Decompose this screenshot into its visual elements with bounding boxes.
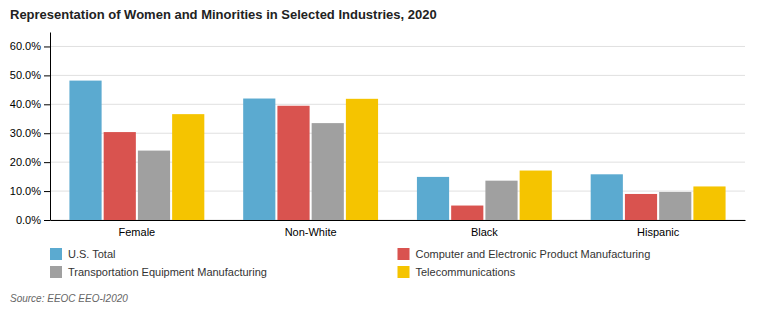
tick: 50.0% [10, 69, 50, 81]
legend-swatch [50, 248, 62, 260]
bar [451, 206, 483, 220]
grid-line [50, 75, 745, 76]
tick-label: 0.0% [16, 214, 41, 226]
tick-label: 40.0% [10, 98, 41, 110]
tick-mark [44, 162, 50, 163]
bar [172, 114, 204, 220]
bar-series [104, 106, 657, 220]
bar [138, 151, 170, 220]
tick-label: 60.0% [10, 40, 41, 52]
tick: Female [119, 226, 156, 238]
legend-swatch [398, 248, 410, 260]
tick-mark [44, 191, 50, 192]
bar [591, 174, 623, 220]
tick-label: 20.0% [10, 156, 41, 168]
tick: Non-White [285, 226, 337, 238]
tick: 60.0% [10, 40, 50, 52]
tick: 0.0% [16, 214, 50, 226]
tick-label: Non-White [285, 226, 337, 238]
bar-series [69, 81, 622, 220]
tick: 10.0% [10, 185, 50, 197]
tick-mark [44, 133, 50, 134]
tick-label: 10.0% [10, 185, 41, 197]
legend-swatch [50, 266, 62, 278]
bar [277, 106, 309, 220]
tick-mark [44, 46, 50, 47]
tick-label: Female [119, 226, 156, 238]
tick: 20.0% [10, 156, 50, 168]
legend: U.S. Total Computer and Electronic Produc… [50, 248, 650, 278]
tick-mark [44, 75, 50, 76]
bar [693, 186, 725, 220]
x-axis: Female Non-White Black Hispanic [51, 221, 746, 238]
bar [104, 132, 136, 220]
bar [69, 81, 101, 220]
grid [50, 46, 745, 220]
bar [417, 177, 449, 220]
title: Representation of Women and Minorities i… [10, 7, 437, 22]
tick: Hispanic [637, 226, 680, 238]
tick: 30.0% [10, 127, 50, 139]
legend-label: Telecommunications [416, 266, 516, 278]
legend-label: U.S. Total [68, 248, 116, 260]
legend-item: Telecommunications [398, 266, 516, 278]
legend-item: U.S. Total [50, 248, 116, 260]
legend-label: Computer and Electronic Product Manufact… [416, 248, 651, 260]
bar [520, 171, 552, 220]
bar [243, 99, 275, 220]
tick-label: Hispanic [637, 226, 680, 238]
grid-line [50, 133, 745, 134]
bar [346, 99, 378, 220]
plot-area [69, 81, 725, 220]
legend-item: Transportation Equipment Manufacturing [50, 266, 267, 278]
tick: Black [471, 226, 498, 238]
bar [485, 181, 517, 220]
tick-mark [44, 220, 50, 221]
tick: 40.0% [10, 98, 50, 110]
legend-item: Computer and Electronic Product Manufact… [398, 248, 651, 260]
annotation: Source: EEOC EEO-I2020 [10, 293, 128, 304]
bar-series [138, 123, 691, 220]
bar [625, 194, 657, 220]
tick-label: 50.0% [10, 69, 41, 81]
legend-swatch [398, 266, 410, 278]
bar [312, 123, 344, 220]
tick-label: 30.0% [10, 127, 41, 139]
grid-line [50, 46, 745, 47]
chart: Representation of Women and Minorities i… [0, 0, 759, 310]
bar [659, 192, 691, 220]
tick-mark [44, 104, 50, 105]
axis-line [51, 220, 746, 221]
y-axis: 0.0% 10.0% 20.0% 30.0% 40.0% 50.0% 60.0% [10, 33, 51, 227]
tick-label: Black [471, 226, 498, 238]
bar-series [172, 99, 725, 220]
grid-line [50, 104, 745, 105]
axis-line [50, 33, 51, 221]
legend-label: Transportation Equipment Manufacturing [68, 266, 267, 278]
